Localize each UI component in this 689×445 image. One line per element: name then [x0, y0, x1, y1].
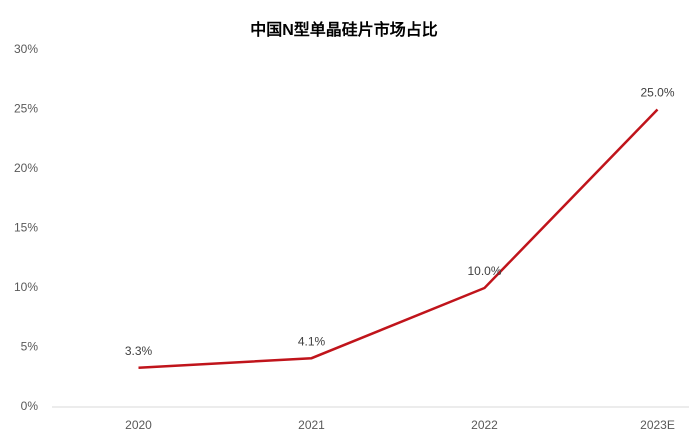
value-label: 3.3%: [125, 344, 153, 358]
y-tick-label: 5%: [21, 340, 39, 354]
y-tick-label: 25%: [14, 102, 38, 116]
line: [138, 108, 659, 369]
y-tick-label: 30%: [14, 42, 38, 56]
x-tick-label: 2020: [125, 418, 152, 432]
x-tick-label: 2021: [298, 418, 325, 432]
y-tick-label: 20%: [14, 161, 38, 175]
value-label: 10.0%: [467, 264, 501, 278]
y-tick-label: 10%: [14, 280, 38, 294]
chart-title: 中国N型单晶硅片市场占比: [250, 20, 438, 39]
value-label: 25.0%: [640, 86, 674, 100]
x-tick-label: 2023E: [640, 418, 675, 432]
y-tick-label: 15%: [14, 221, 38, 235]
x-tick-label: 2022: [471, 418, 498, 432]
y-tick-label: 0%: [21, 399, 39, 413]
value-label: 4.1%: [298, 334, 326, 348]
